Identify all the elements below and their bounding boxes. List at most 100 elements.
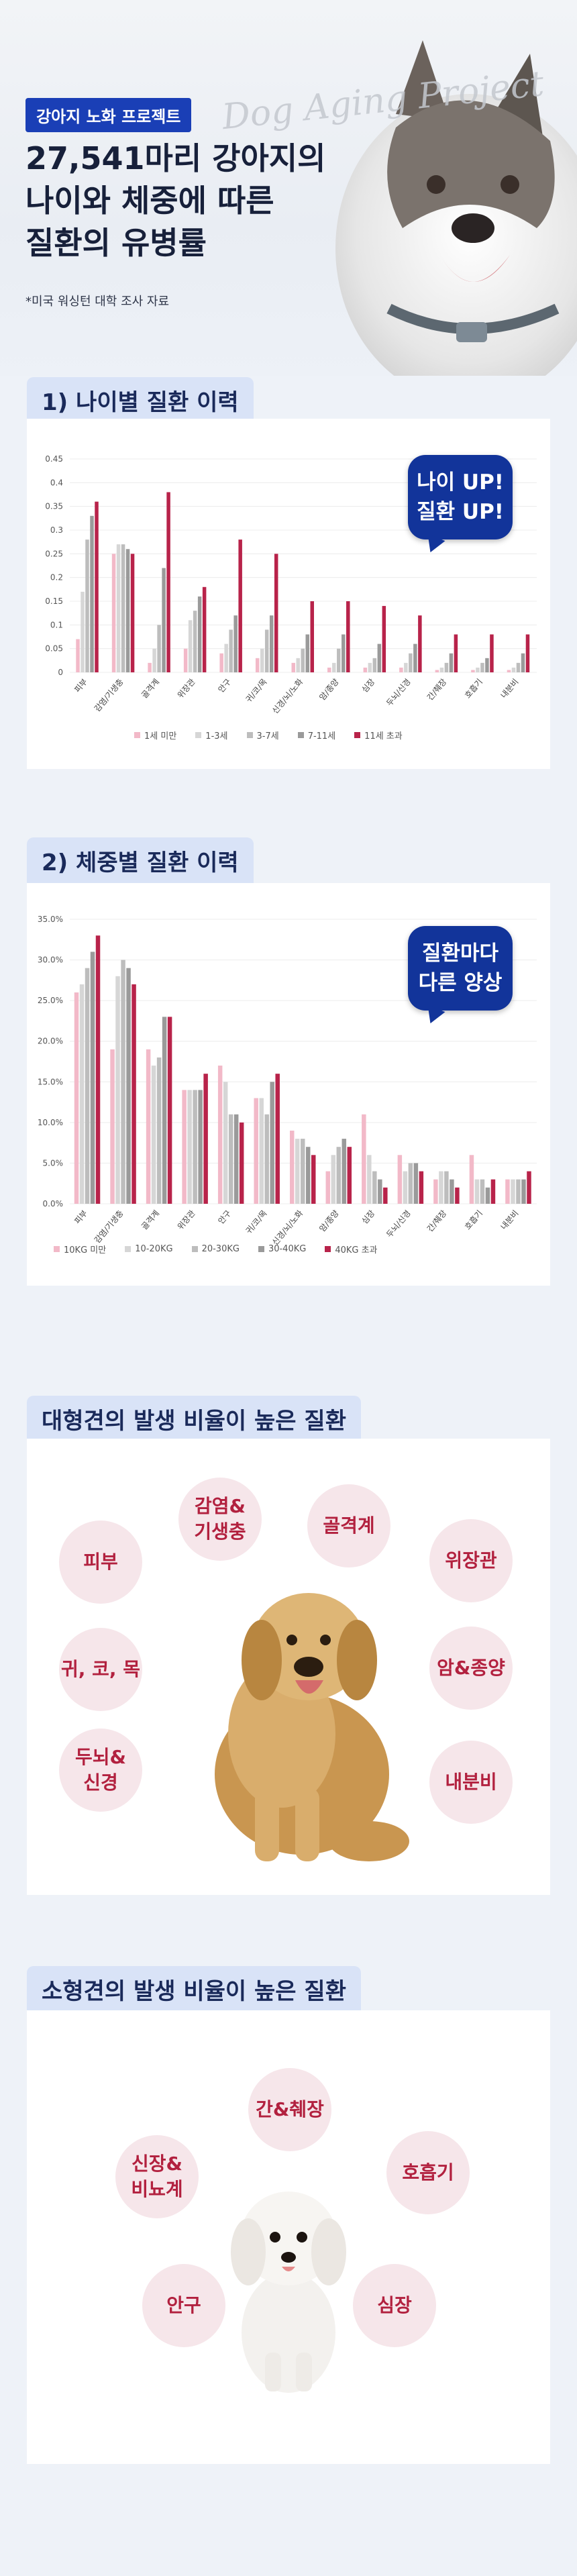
bar [79, 984, 85, 1204]
bar [372, 658, 377, 672]
bar [485, 658, 489, 672]
bar [275, 1074, 280, 1204]
legend-swatch [195, 732, 202, 738]
y-tick-label: 0.15 [45, 597, 63, 606]
bar [126, 968, 131, 1204]
bar [301, 648, 305, 672]
section-age-title: 1) 나이별 질환 이력 [27, 377, 254, 425]
disease-bubble: 내분비 [429, 1741, 513, 1824]
age-chart-legend: 1세 미만 1-3세 3-7세 7-11세 11세 초과 [134, 729, 421, 741]
bar [132, 984, 136, 1204]
bar [270, 1082, 274, 1204]
bar [337, 648, 341, 672]
legend-swatch [54, 1246, 60, 1252]
bar [471, 670, 475, 672]
disease-bubble: 위장관 [429, 1519, 513, 1602]
bar [269, 615, 274, 672]
bar [74, 992, 79, 1204]
section-small-dog-title: 소형견의 발생 비율이 높은 질환 [27, 1966, 361, 2014]
bar [331, 1155, 336, 1204]
bar [439, 667, 444, 672]
bar [183, 648, 188, 672]
golden-retriever-illustration [215, 1593, 409, 1861]
bar [382, 606, 386, 672]
weight-callout-line: 다른 양상 [418, 971, 503, 995]
legend-swatch [246, 732, 253, 738]
legend-item: 1세 미만 [134, 729, 176, 741]
hero-source-note: *미국 워싱턴 대학 조사 자료 [25, 295, 170, 309]
bar [223, 1082, 228, 1204]
legend-swatch [325, 1246, 331, 1252]
legend-item: 1-3세 [195, 729, 228, 741]
bar [121, 544, 125, 672]
bar [121, 960, 125, 1204]
bar [306, 1147, 311, 1204]
bar [474, 1179, 480, 1204]
bar [516, 662, 521, 672]
bar [233, 615, 238, 672]
y-tick-label: 0.35 [45, 502, 63, 511]
bar [527, 1171, 531, 1204]
x-tick-label: 심장 [360, 677, 376, 694]
bar [229, 629, 233, 672]
bar [336, 1147, 342, 1204]
legend-item: 7-11세 [297, 729, 335, 741]
bar [219, 653, 223, 672]
bar [95, 935, 101, 1204]
bar [301, 1139, 305, 1204]
age-disease-chart: 0 0.05 0.1 0.15 0.2 0.25 0.3 0.35 0.4 0.45 피부 감염/기생… [45, 454, 537, 715]
y-tick-label: 0.1 [50, 620, 63, 629]
bar [115, 976, 120, 1204]
bar [148, 662, 152, 672]
section-weight-title: 2) 체중별 질환 이력 [27, 837, 254, 885]
disease-bubble: 심장 [353, 2264, 436, 2347]
bar [146, 1049, 151, 1204]
bar [193, 1090, 197, 1204]
legend-item: 11세 초과 [354, 729, 403, 741]
x-tick-label: 간/췌장 [425, 1208, 449, 1233]
bar [476, 667, 480, 672]
bar [413, 643, 417, 672]
bar [90, 951, 95, 1204]
bar [259, 1098, 264, 1204]
legend-item: 40KG 초과 [325, 1243, 378, 1255]
bar [485, 1187, 490, 1204]
disease-bubble: 귀, 코, 목 [59, 1628, 142, 1711]
bar [480, 662, 484, 672]
bar [521, 653, 525, 672]
bar [435, 670, 439, 672]
bar [347, 1147, 352, 1204]
bar [332, 662, 336, 672]
y-tick-label: 5.0% [43, 1158, 64, 1168]
bar [449, 653, 454, 672]
x-tick-label: 간/췌장 [425, 677, 449, 702]
x-tick-label: 위장관 [176, 677, 197, 700]
x-tick-label: 안구 [216, 1208, 233, 1226]
legend-label: 10KG 미만 [64, 1245, 107, 1255]
bar [291, 662, 295, 672]
bar [85, 539, 89, 672]
x-tick-label: 피부 [72, 677, 89, 694]
bar [444, 1171, 449, 1204]
bar [368, 662, 372, 672]
husky-photo-illustration [335, 40, 577, 376]
x-tick-label: 피부 [72, 1208, 89, 1226]
y-tick-label: 0.25 [45, 549, 63, 558]
bar [193, 611, 197, 672]
bar [125, 549, 130, 672]
y-tick-label: 0.05 [45, 644, 63, 654]
bar [311, 1155, 316, 1204]
bar [397, 1155, 403, 1204]
age-callout-line: 질환 UP! [417, 500, 504, 524]
bar [363, 667, 368, 672]
bar [413, 1163, 419, 1204]
y-tick-label: 0.0% [43, 1199, 64, 1208]
bar [85, 968, 90, 1204]
bar [156, 1057, 162, 1204]
bar [399, 667, 403, 672]
x-tick-label: 위장관 [176, 1208, 197, 1231]
x-tick-label: 골격계 [140, 1208, 161, 1231]
x-tick-label: 내분비 [499, 677, 521, 700]
x-tick-label: 두뇌/신경 [384, 1208, 413, 1239]
